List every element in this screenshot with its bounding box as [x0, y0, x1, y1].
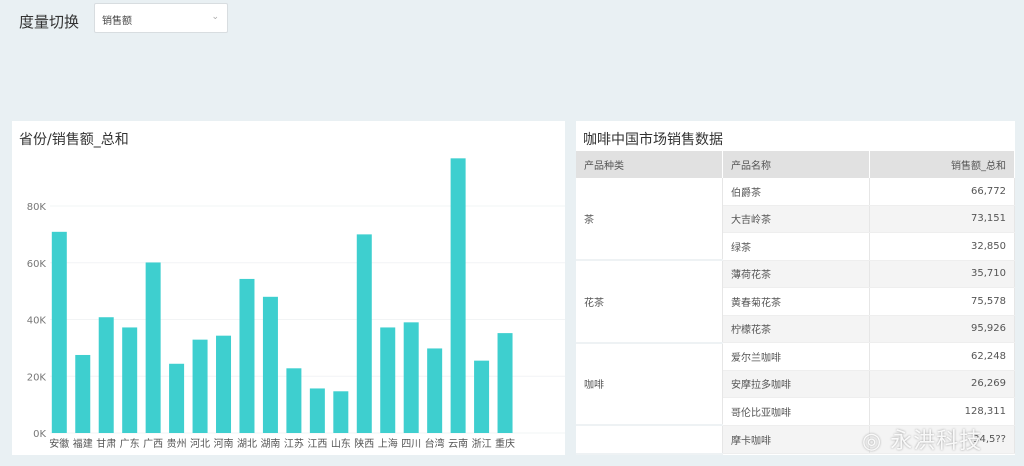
watermark: ◎ 永洪科技 — [862, 429, 983, 454]
table-row: 茶伯爵茶 66,772 — [576, 178, 1015, 261]
x-tick-label: 广东 — [120, 437, 140, 450]
table-row: 哥伦比亚咖啡 128,311 — [576, 397, 1015, 426]
table-row: 柠檬花茶 95,926 — [576, 315, 1015, 343]
x-tick-label: 台湾 — [425, 437, 445, 450]
sales-table: 产品种类 产品名称 销售额_总和 茶伯爵茶 66,772 大吉岭茶 73,151 绿茶 3… — [576, 151, 1015, 455]
bar[interactable] — [333, 391, 349, 433]
y-tick-label: 20K — [27, 372, 47, 383]
x-tick-label: 广西 — [143, 438, 163, 450]
y-tick-label: 80K — [27, 202, 47, 213]
bar[interactable] — [356, 234, 372, 433]
table-row: 花茶 薄荷花茶 35,710 — [576, 260, 1015, 344]
bar[interactable] — [51, 231, 67, 433]
x-tick-label: 四川 — [401, 439, 421, 450]
x-tick-label: 陕西 — [354, 437, 374, 450]
bar[interactable] — [403, 322, 419, 433]
table-title: 咖啡中国市场销售数据 — [583, 132, 723, 148]
product-cell: 摩卡咖啡 — [722, 425, 870, 454]
x-tick-label: 江西 — [307, 438, 327, 450]
chevron-down-icon: ⌄ — [211, 12, 219, 22]
bar[interactable] — [309, 388, 325, 433]
sales-cell: 34,5?? — [869, 425, 1015, 454]
sales-cell: 26,269 — [869, 370, 1015, 398]
sales-cell: 128,311 — [869, 397, 1015, 426]
bar[interactable] — [286, 368, 302, 433]
x-tick-label: 江苏 — [284, 437, 304, 450]
table-row: 安摩拉多咖啡 26,269 — [576, 370, 1015, 398]
bar[interactable] — [474, 360, 490, 433]
sales-cell: 62,248 — [869, 342, 1015, 371]
x-tick-label: 浙江 — [472, 438, 492, 450]
product-cell: 安摩拉多咖啡 — [722, 370, 870, 398]
category-cell: 咖啡 — [576, 342, 723, 426]
bar[interactable] — [427, 348, 443, 433]
x-tick-label: 河北 — [190, 438, 210, 450]
x-tick-label: 甘肃 — [96, 437, 116, 450]
sales-cell: 75,578 — [869, 287, 1015, 316]
product-cell: 绿茶 — [722, 232, 870, 261]
bar[interactable] — [75, 354, 91, 433]
measure-select-value: 销售额 — [102, 16, 132, 27]
product-cell: 哥伦比亚咖啡 — [722, 397, 870, 426]
x-tick-label: 重庆 — [495, 437, 515, 450]
measure-select[interactable]: 销售额 ⌄ — [94, 3, 228, 33]
bar[interactable] — [239, 278, 255, 433]
bar[interactable] — [145, 262, 161, 433]
product-cell: 黄春菊花茶 — [722, 287, 870, 316]
bar[interactable] — [380, 327, 396, 433]
x-tick-label: 上海 — [378, 437, 398, 450]
y-tick-label: 0K — [33, 429, 46, 440]
sales-cell: 32,850 — [869, 232, 1015, 261]
sales-table-panel: 咖啡中国市场销售数据 产品种类 产品名称 销售额_总和 茶伯爵茶 66,772 大吉… — [576, 121, 1015, 455]
x-tick-label: 福建 — [73, 437, 93, 450]
weibo-logo-icon: ◎ — [862, 429, 883, 454]
sales-cell: 73,151 — [869, 205, 1015, 233]
bar-chart-panel: 省份/销售额_总和 0K 20K 40K 60K 80K 安徽 福建 甘肃 广东 广西 贵州 河北 河南… — [12, 121, 565, 455]
product-cell: 爱尔兰咖啡 — [722, 342, 870, 371]
measure-switch-label: 度量切换 — [19, 13, 80, 31]
header-product[interactable]: 产品名称 — [722, 151, 870, 178]
bar[interactable] — [98, 317, 114, 433]
bar[interactable] — [216, 335, 232, 433]
bar[interactable] — [497, 333, 513, 433]
product-cell: 薄荷花茶 — [722, 260, 870, 288]
table-row: 咖啡 爱尔兰咖啡 62,248 — [576, 342, 1015, 426]
x-tick-label: 安徽 — [49, 437, 69, 450]
x-tick-label: 云南 — [448, 437, 468, 450]
table-row: 绿茶 32,850 — [576, 232, 1015, 261]
product-cell: 大吉岭茶 — [722, 205, 870, 233]
product-cell: 柠檬花茶 — [722, 315, 870, 343]
bar[interactable] — [169, 363, 185, 433]
bar[interactable] — [192, 339, 208, 433]
header-sales[interactable]: 销售额_总和 — [869, 151, 1015, 178]
x-tick-label: 河南 — [214, 437, 234, 450]
x-tick-label: 湖南 — [260, 437, 280, 450]
category-cell: 茶 — [576, 178, 723, 261]
category-cell: 花茶 — [576, 260, 723, 344]
table-row: 摩卡咖啡 34,5?? — [576, 425, 1015, 455]
table-row: 大吉岭茶 73,151 — [576, 205, 1015, 233]
bar-chart: 0K 20K 40K 60K 80K 安徽 福建 甘肃 广东 广西 贵州 河北 河南 湖北 湖南 江苏 江西 山东… — [27, 158, 565, 450]
header-category[interactable]: 产品种类 — [576, 151, 723, 178]
x-tick-label: 山东 — [331, 437, 351, 450]
sales-cell: 66,772 — [869, 178, 1015, 206]
x-tick-label: 湖北 — [237, 438, 257, 450]
sales-cell: 95,926 — [869, 315, 1015, 343]
table-row: 黄春菊花茶 75,578 — [576, 287, 1015, 316]
bar[interactable] — [122, 327, 138, 433]
y-tick-label: 40K — [27, 316, 47, 327]
y-tick-label: 60K — [27, 259, 47, 270]
sales-cell: 35,710 — [869, 260, 1015, 288]
chart-title: 省份/销售额_总和 — [19, 132, 129, 148]
x-tick-label: 贵州 — [167, 437, 187, 450]
bar[interactable] — [262, 296, 278, 433]
product-cell: 伯爵茶 — [722, 178, 870, 206]
category-cell — [576, 425, 723, 455]
bar[interactable] — [450, 158, 466, 433]
